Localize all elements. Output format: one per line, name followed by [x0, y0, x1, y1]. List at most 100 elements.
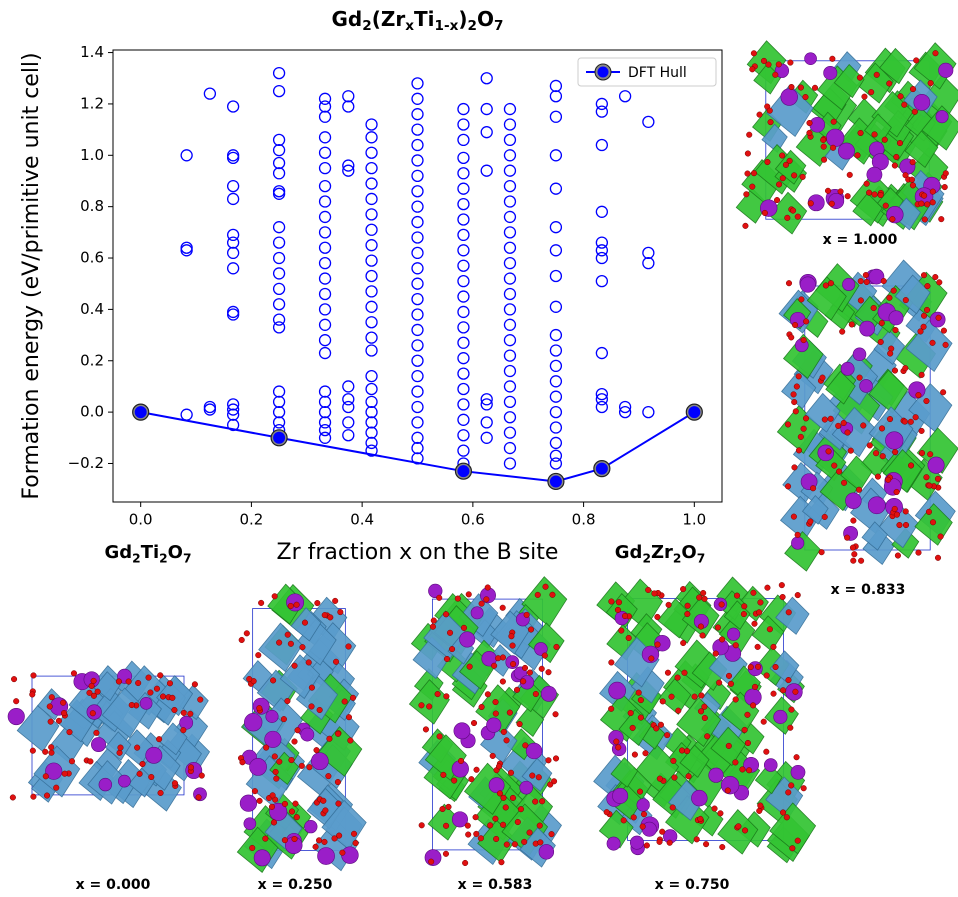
o-atom [171, 780, 179, 787]
o-atom [345, 643, 352, 650]
energy-point [503, 441, 517, 455]
o-atom [484, 584, 491, 591]
o-atom [198, 772, 205, 779]
energy-point [411, 92, 424, 105]
o-atom [902, 297, 909, 304]
energy-point [457, 244, 470, 257]
o-atom [451, 777, 458, 784]
energy-point [272, 321, 286, 334]
subscript: 2 [132, 551, 141, 565]
o-atom [627, 710, 634, 717]
o-atom [942, 341, 949, 348]
o-atom [750, 702, 757, 709]
energy-point [503, 349, 517, 362]
o-atom [840, 419, 847, 427]
o-atom [793, 383, 800, 390]
o-atom [750, 50, 757, 57]
o-atom [549, 591, 556, 598]
o-atom [171, 706, 178, 714]
y-axis-label: Formation energy (eV/primitive unit cell… [19, 52, 44, 499]
energy-point [318, 385, 332, 398]
o-atom [770, 643, 777, 650]
o-atom [902, 508, 909, 515]
o-atom [785, 677, 792, 684]
o-atom [835, 422, 842, 429]
gd-atom [98, 777, 113, 792]
energy-point [365, 395, 378, 408]
structure-label: x = 0.833 [831, 582, 906, 598]
o-atom [920, 272, 928, 279]
energy-point [342, 400, 355, 414]
o-atom [191, 681, 198, 688]
gd-atom [826, 128, 845, 148]
o-atom [53, 784, 60, 791]
o-atom [860, 422, 867, 429]
o-atom [918, 427, 925, 434]
energy-point [503, 226, 517, 239]
o-atom [828, 200, 835, 207]
subscript: 2 [159, 551, 168, 565]
o-atom [772, 663, 779, 671]
o-atom [893, 511, 900, 518]
o-atom [923, 474, 930, 481]
gd-atom [859, 379, 873, 393]
o-atom [291, 835, 298, 843]
y-tick-label: 1.4 [80, 43, 104, 61]
o-atom [316, 706, 323, 714]
o-atom [442, 611, 450, 618]
energy-point [272, 187, 286, 200]
o-atom [924, 283, 931, 290]
gd-atom [799, 276, 816, 293]
energy-point [226, 403, 240, 416]
o-atom [656, 838, 663, 845]
o-atom [255, 652, 262, 659]
energy-point [595, 274, 609, 288]
o-atom [735, 823, 742, 830]
o-atom [443, 822, 450, 829]
energy-point [226, 151, 240, 165]
gd-atom [243, 817, 257, 830]
formula-part: Zr [651, 542, 673, 563]
o-atom [294, 727, 301, 734]
formula-part: O [168, 542, 183, 563]
o-atom [909, 159, 916, 166]
energy-point [180, 149, 193, 162]
o-atom [675, 707, 682, 714]
gd-atom [300, 727, 315, 742]
o-atom [717, 810, 724, 817]
o-atom [513, 686, 521, 693]
energy-point [595, 205, 609, 218]
polyhedron [527, 622, 565, 664]
o-atom [751, 683, 759, 690]
o-atom [779, 593, 786, 601]
o-atom [86, 689, 93, 696]
o-atom [472, 814, 479, 821]
o-atom [305, 659, 312, 666]
energy-point [480, 393, 493, 406]
o-atom [537, 839, 544, 846]
o-atom [740, 611, 747, 618]
o-atom [436, 594, 443, 601]
gd-atom [317, 847, 335, 865]
crystal-structure [776, 259, 958, 572]
crystal-structure [7, 660, 211, 812]
o-atom [492, 710, 499, 717]
polyhedron [408, 679, 450, 725]
o-atom [795, 373, 802, 380]
gd-atom [265, 709, 279, 723]
o-atom [349, 694, 357, 701]
o-atom [778, 582, 785, 589]
o-atom [819, 374, 826, 381]
o-atom [249, 844, 256, 852]
o-atom [926, 482, 933, 489]
o-atom [751, 620, 758, 627]
subscript: 7 [183, 551, 192, 565]
energy-point [365, 177, 378, 190]
o-atom [893, 488, 900, 496]
polyhedron [852, 192, 883, 227]
o-atom [784, 214, 791, 221]
o-atom [718, 601, 725, 608]
o-atom [725, 742, 732, 749]
energy-point [411, 416, 424, 429]
